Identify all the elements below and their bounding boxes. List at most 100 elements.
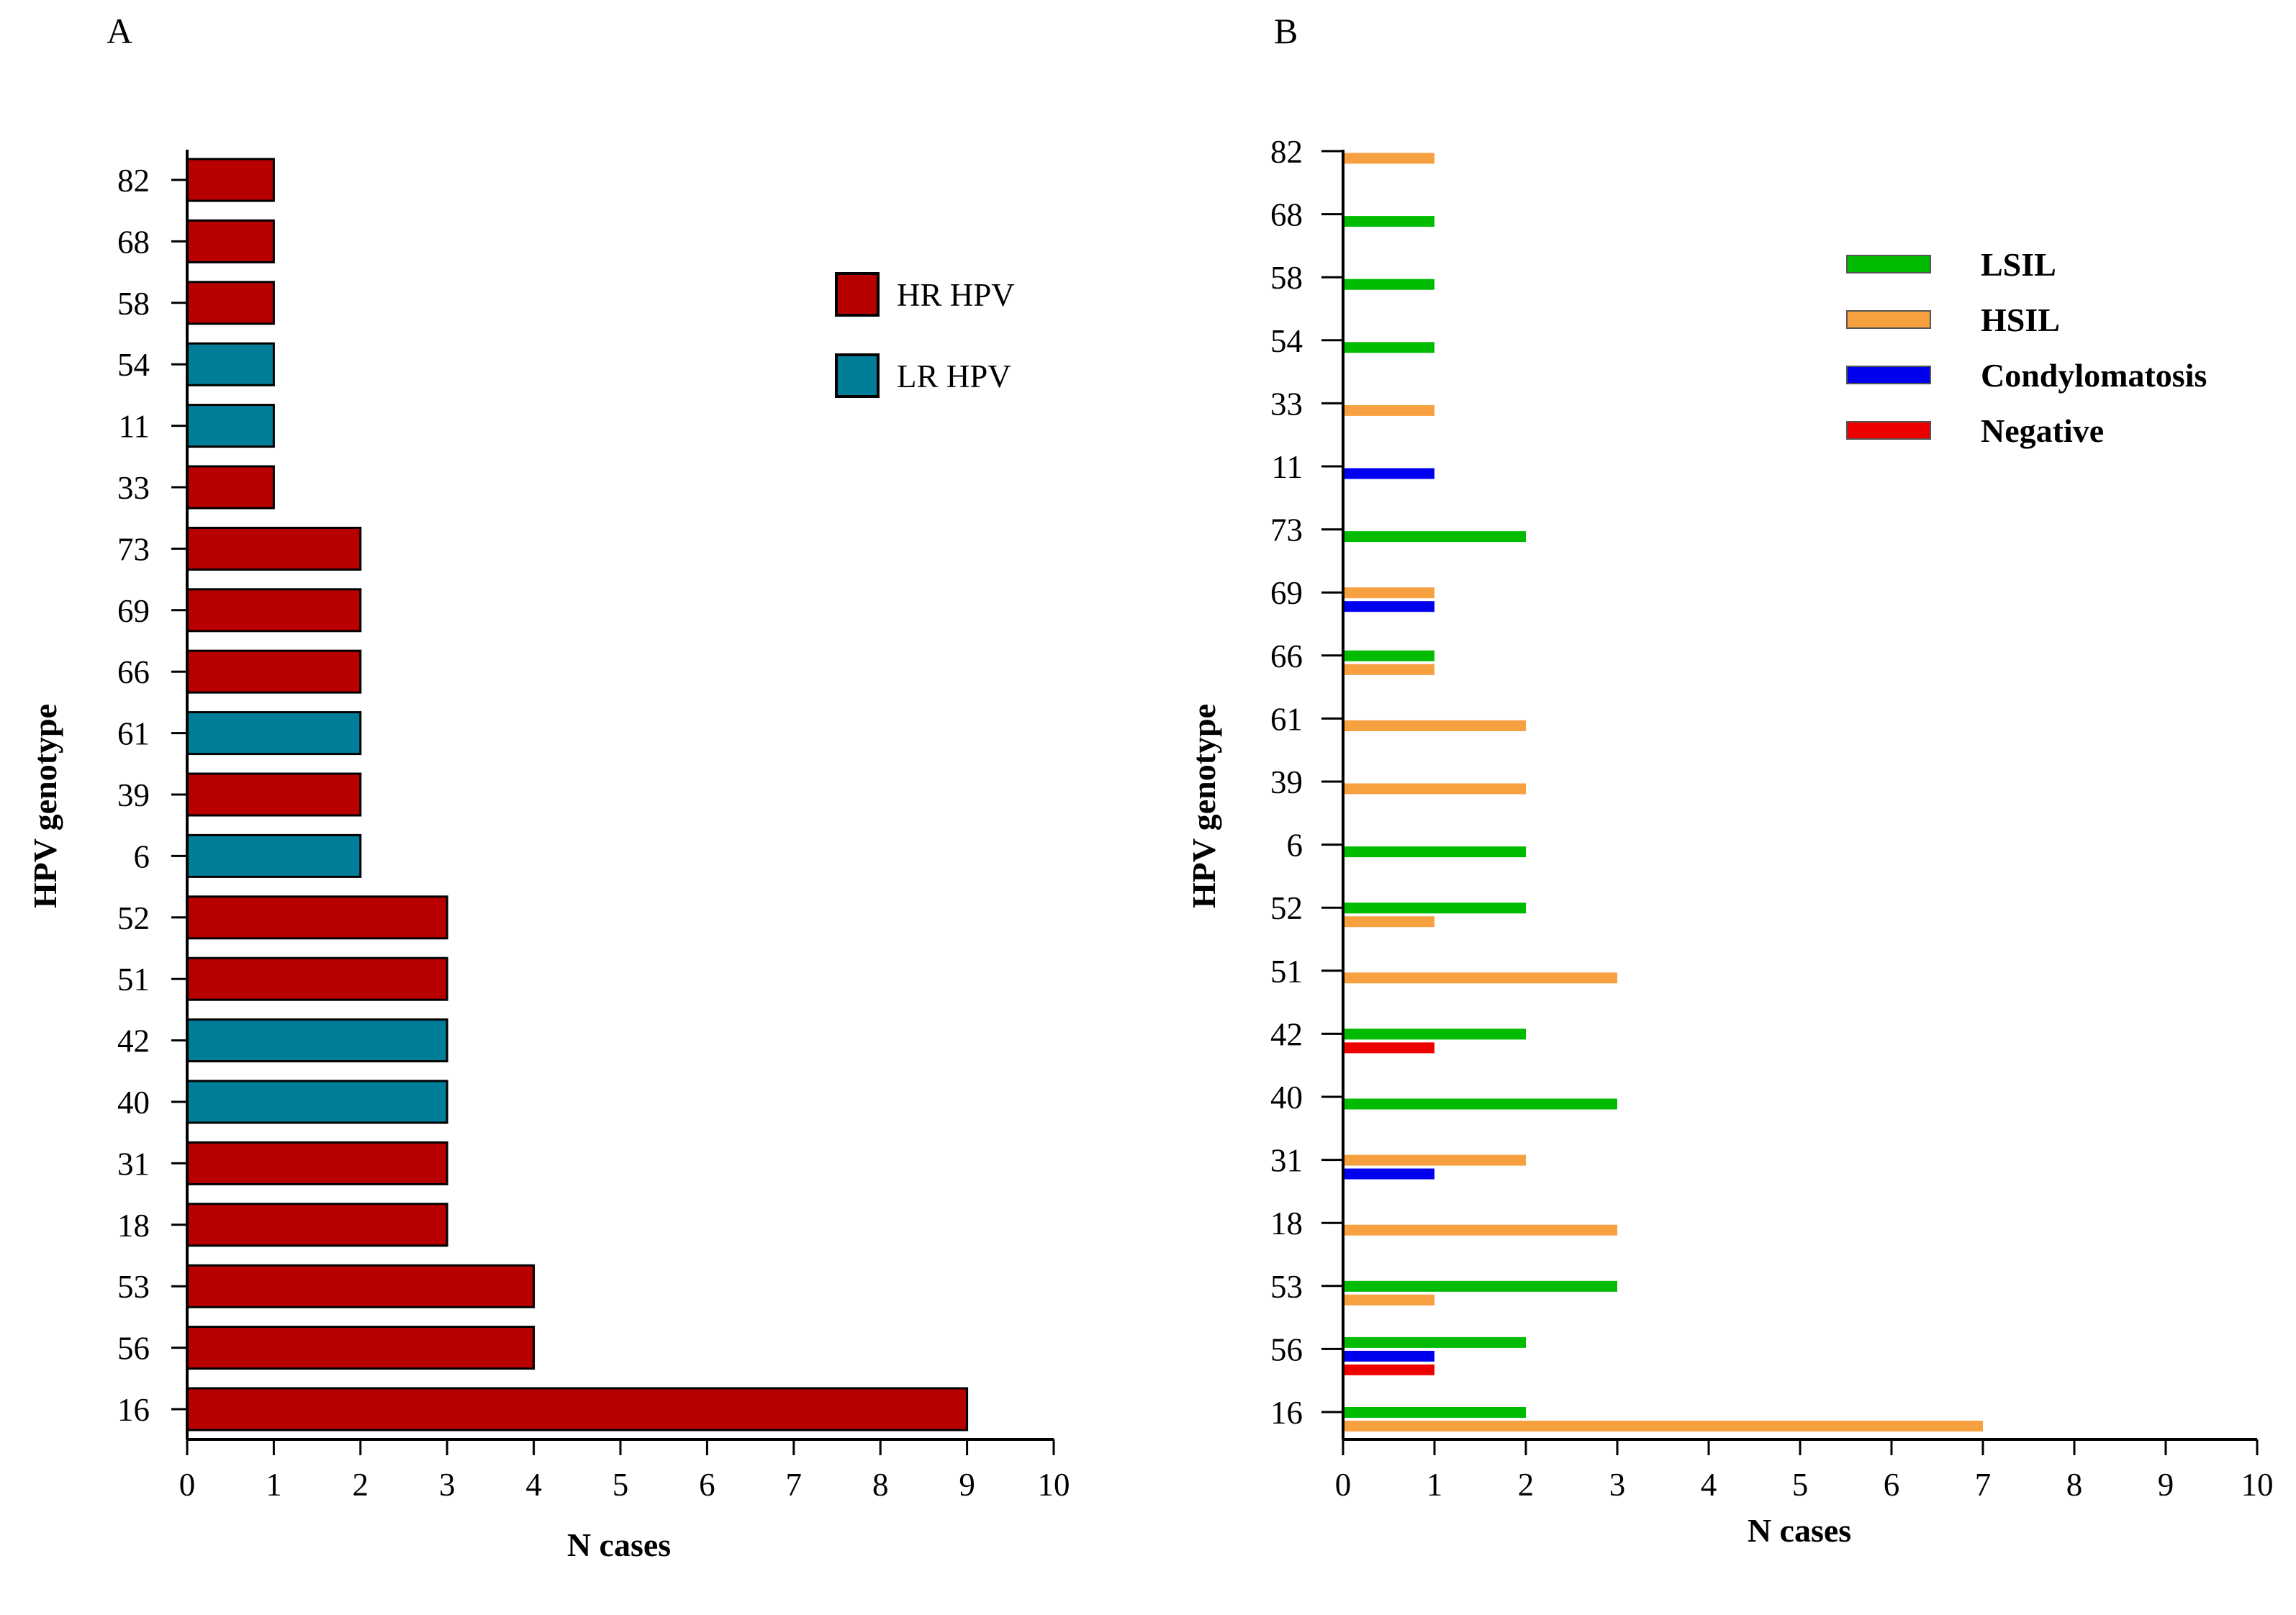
y-tick-label-56: 56 (1270, 1331, 1303, 1367)
bar-18-hsil (1343, 1224, 1617, 1236)
panel-a: A 16565318314042515263961666973331154586… (27, 11, 1070, 1563)
y-tick-label-56: 56 (117, 1331, 150, 1367)
y-tick-label-51: 51 (117, 962, 150, 998)
y-tick-label-66: 66 (1270, 638, 1303, 674)
bar-61 (186, 711, 362, 756)
y-tick-label-31: 31 (117, 1146, 150, 1182)
bar-66 (186, 649, 362, 694)
legend-swatch-hsil (1846, 310, 1931, 329)
bar-73 (186, 526, 362, 571)
legend-label-hr-hpv: HR HPV (897, 277, 1015, 313)
x-tick-label-8: 8 (872, 1467, 889, 1503)
x-tick-label-7: 7 (1975, 1467, 1992, 1503)
y-tick-label-54: 54 (1270, 323, 1303, 359)
bar-52-lsil (1343, 902, 1526, 914)
legend-swatch-lsil (1846, 255, 1931, 273)
y-tick-label-11: 11 (119, 409, 150, 445)
bar-68 (186, 219, 275, 263)
bar-16-lsil (1343, 1407, 1526, 1418)
bar-18 (186, 1203, 448, 1247)
bar-66-lsil (1343, 650, 1434, 661)
y-tick-label-52: 52 (1270, 890, 1303, 926)
legend-swatch-lr-hpv (835, 353, 880, 398)
bar-40 (186, 1080, 448, 1124)
y-tick-label-6: 6 (134, 838, 150, 874)
y-tick-label-42: 42 (117, 1023, 150, 1059)
legend-swatch-condylomatosis (1846, 366, 1931, 384)
x-tick-label-10: 10 (1038, 1467, 1070, 1503)
x-tick-label-7: 7 (786, 1467, 803, 1503)
bar-82-hsil (1343, 153, 1434, 164)
y-tick-label-16: 16 (117, 1392, 150, 1428)
y-tick-label-18: 18 (117, 1208, 150, 1244)
y-tick-label-66: 66 (117, 654, 150, 690)
y-tick-label-39: 39 (1270, 764, 1303, 800)
bar-61-hsil (1343, 720, 1526, 731)
bar-31 (186, 1141, 448, 1185)
panel-a-bars (186, 158, 969, 1431)
x-tick-label-4: 4 (525, 1467, 542, 1503)
panel-b-x-axis-title: N cases (1748, 1512, 1851, 1549)
y-tick-label-58: 58 (117, 286, 150, 322)
x-tick-label-6: 6 (699, 1467, 715, 1503)
legend-label-negative: Negative (1981, 412, 2104, 449)
bar-39 (186, 772, 362, 817)
panel-b-y-axis-title: HPV genotype (1185, 704, 1222, 908)
y-tick-label-54: 54 (117, 347, 150, 383)
y-tick-label-11: 11 (1272, 449, 1303, 485)
y-tick-label-18: 18 (1270, 1205, 1303, 1241)
bar-51 (186, 956, 448, 1001)
y-tick-label-73: 73 (1270, 512, 1303, 548)
y-tick-label-58: 58 (1270, 260, 1303, 296)
bar-56-negative (1343, 1364, 1434, 1375)
y-tick-label-16: 16 (1270, 1395, 1303, 1431)
y-tick-label-53: 53 (117, 1269, 150, 1305)
y-tick-label-61: 61 (1270, 701, 1303, 737)
legend-label-lr-hpv: LR HPV (897, 358, 1011, 394)
y-tick-label-42: 42 (1270, 1016, 1303, 1052)
bar-56 (186, 1326, 535, 1370)
panel-b: B 16565318314042515263961666973113354586… (1185, 11, 2274, 1549)
bar-6 (186, 833, 362, 878)
panel-a-letter: A (107, 11, 132, 51)
legend-swatch-negative (1846, 421, 1931, 440)
bar-66-hsil (1343, 664, 1434, 675)
x-tick-label-1: 1 (1427, 1467, 1443, 1503)
x-tick-label-9: 9 (2158, 1467, 2174, 1503)
y-tick-label-69: 69 (1270, 575, 1303, 611)
x-tick-label-1: 1 (266, 1467, 282, 1503)
panel-b-legend: LSIL HSIL Condylomatosis Negative (1846, 246, 2207, 449)
y-tick-label-6: 6 (1287, 828, 1303, 864)
panel-a-x-axis-title: N cases (567, 1526, 671, 1563)
panel-a-legend: HR HPV LR HPV (835, 272, 1015, 398)
y-tick-label-51: 51 (1270, 954, 1303, 990)
x-tick-label-9: 9 (959, 1467, 975, 1503)
y-tick-label-40: 40 (117, 1085, 150, 1121)
legend-label-condylomatosis: Condylomatosis (1981, 357, 2207, 394)
y-tick-label-53: 53 (1270, 1269, 1303, 1305)
bar-82 (186, 158, 275, 202)
bar-69 (186, 588, 362, 633)
bar-58-lsil (1343, 279, 1434, 290)
bar-33 (186, 465, 275, 510)
y-tick-label-33: 33 (117, 470, 150, 506)
bar-69-condylomatosis (1343, 601, 1434, 612)
x-tick-label-2: 2 (353, 1467, 369, 1503)
bar-6-lsil (1343, 846, 1526, 858)
x-tick-label-2: 2 (1518, 1467, 1535, 1503)
bar-39-hsil (1343, 783, 1526, 795)
x-tick-label-10: 10 (2241, 1467, 2274, 1503)
y-tick-label-33: 33 (1270, 386, 1303, 422)
bar-56-lsil (1343, 1336, 1526, 1348)
bar-52 (186, 895, 448, 940)
legend-label-lsil: LSIL (1981, 246, 2056, 283)
x-tick-label-0: 0 (179, 1467, 196, 1503)
y-tick-label-52: 52 (117, 900, 150, 936)
bar-11-condylomatosis (1343, 468, 1434, 479)
bar-54 (186, 342, 275, 386)
y-tick-label-82: 82 (1270, 134, 1303, 170)
bar-16-hsil (1343, 1421, 1983, 1431)
legend-swatch-hr-hpv (835, 272, 880, 317)
y-tick-label-73: 73 (117, 531, 150, 567)
